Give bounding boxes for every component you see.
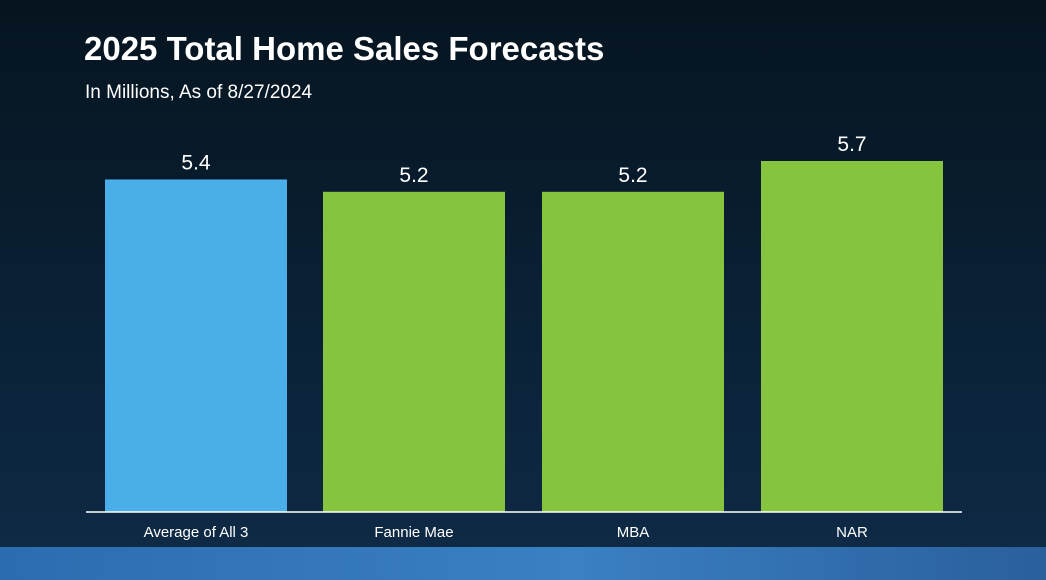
bar-fannie-mae — [323, 191, 505, 512]
bar-average-of-all-3 — [105, 179, 287, 512]
bar-mba — [542, 191, 724, 512]
x-tick-label: Average of All 3 — [144, 524, 249, 541]
data-label: 5.2 — [399, 164, 428, 187]
x-tick-label: Fannie Mae — [374, 524, 453, 541]
data-label: 5.2 — [618, 164, 647, 187]
chart-subtitle: In Millions, As of 8/27/2024 — [85, 82, 313, 103]
x-tick-label: MBA — [617, 524, 650, 541]
data-label: 5.7 — [837, 133, 866, 156]
footer-bar — [0, 547, 1046, 580]
bar-nar — [761, 161, 943, 512]
chart-title: 2025 Total Home Sales Forecasts — [84, 30, 605, 67]
x-tick-label: NAR — [836, 524, 868, 541]
data-label: 5.4 — [181, 151, 211, 174]
